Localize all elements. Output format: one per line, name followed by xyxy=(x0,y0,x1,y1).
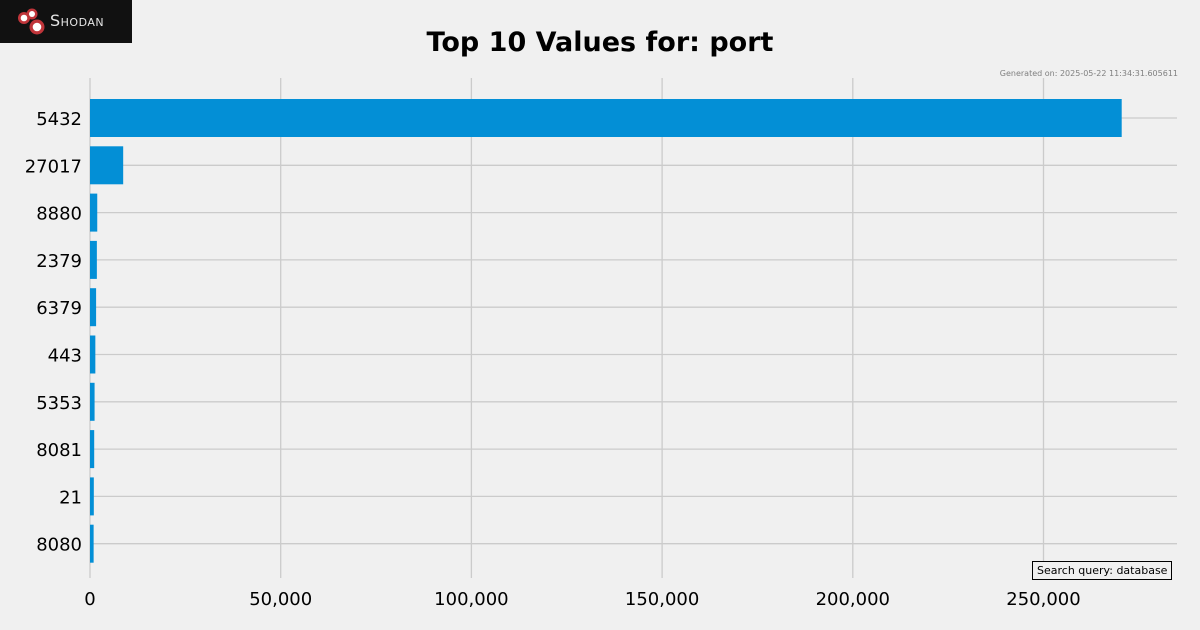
bar-21 xyxy=(90,477,94,516)
y-tick-label: 2379 xyxy=(36,251,82,272)
x-tick-label: 0 xyxy=(84,589,95,610)
shodan-logo-icon xyxy=(18,8,45,35)
x-tick-label: 50,000 xyxy=(249,589,312,610)
generated-timestamp: Generated on: 2025-05-22 11:34:31.605611 xyxy=(999,69,1178,78)
y-tick-label: 21 xyxy=(59,487,82,508)
y-tick-label: 5432 xyxy=(36,109,82,130)
shodan-logo: Shodan xyxy=(0,0,132,43)
bar-8880 xyxy=(90,193,98,232)
bar-5432 xyxy=(90,99,1122,137)
y-tick-label: 27017 xyxy=(25,156,82,177)
y-tick-label: 8080 xyxy=(36,535,82,556)
bar-2379 xyxy=(90,240,97,279)
y-tick-label: 8081 xyxy=(36,440,82,461)
logo-text: Shodan xyxy=(50,11,105,30)
bar-27017 xyxy=(90,146,124,185)
x-tick-label: 200,000 xyxy=(816,589,890,610)
bar-6379 xyxy=(90,288,97,327)
y-tick-label: 443 xyxy=(48,346,82,367)
bar-8080 xyxy=(90,524,94,563)
chart-title: Top 10 Values for: port xyxy=(426,27,774,58)
y-tick-label: 6379 xyxy=(36,298,82,319)
bar-443 xyxy=(90,335,96,374)
x-tick-label: 250,000 xyxy=(1006,589,1080,610)
x-tick-label: 150,000 xyxy=(625,589,699,610)
y-tick-label: 8880 xyxy=(36,204,82,225)
x-tick-label: 100,000 xyxy=(434,589,508,610)
bar-5353 xyxy=(90,382,95,421)
bar-8081 xyxy=(90,430,95,469)
y-tick-label: 5353 xyxy=(36,393,82,414)
search-query-box: Search query: database xyxy=(1032,561,1173,580)
